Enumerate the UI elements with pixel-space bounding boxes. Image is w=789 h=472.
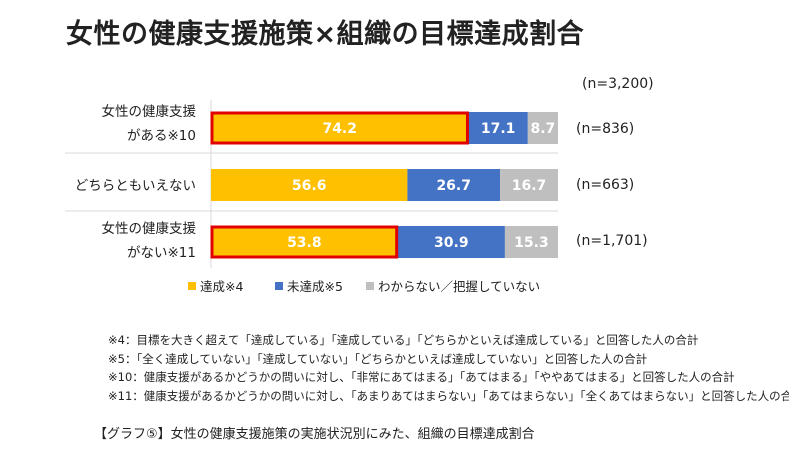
legend-swatch-unknown bbox=[366, 281, 374, 290]
highlight-outline-row-1 bbox=[210, 111, 469, 145]
legend-label-achieved: 達成※4 bbox=[200, 279, 244, 294]
bar-achieved-row-3 bbox=[211, 226, 398, 258]
data-label-achieved-row-3: 53.8 bbox=[287, 235, 322, 251]
bar-unknown-row-2 bbox=[500, 169, 558, 201]
row-label-line: 女性の健康支援 bbox=[101, 221, 197, 237]
data-label-not-achieved-row-2: 26.7 bbox=[436, 178, 471, 194]
legend-item-achieved: 達成※4 bbox=[188, 276, 243, 295]
row-label-line: 女性の健康支援 bbox=[101, 104, 197, 120]
footnote: ※5：「全く達成していない」「達成していない」「どちらかといえば達成していない」… bbox=[108, 351, 648, 366]
row-label-line: どちらともいえない bbox=[74, 178, 196, 194]
row-label-neutral: どちらともいえない bbox=[56, 174, 196, 198]
legend-label-not-achieved: 未達成※5 bbox=[287, 279, 343, 294]
figure-caption: 【グラフ⑤】女性の健康支援施策の実施状況別にみた、組織の目標達成割合 bbox=[94, 427, 535, 442]
data-label-unknown-row-1: 8.7 bbox=[530, 121, 555, 137]
data-label-not-achieved-row-1: 17.1 bbox=[481, 121, 516, 137]
bar-achieved-row-1 bbox=[211, 112, 469, 144]
data-label-achieved-row-1: 74.2 bbox=[322, 121, 357, 137]
legend-label-unknown: わからない／把握していない bbox=[378, 279, 541, 294]
footnote: ※4：目標を大きく超えて「達成している」「達成している」「どちらかといえば達成し… bbox=[108, 333, 699, 347]
n-label-neutral: (n=663) bbox=[576, 177, 635, 193]
row-label-without-support: 女性の健康支援 がない※11 bbox=[56, 217, 197, 265]
row-label-line: がある※10 bbox=[127, 128, 196, 144]
legend-swatch-achieved bbox=[188, 281, 196, 290]
highlight-outline-row-3 bbox=[210, 225, 399, 259]
legend-item-unknown: わからない／把握していない bbox=[366, 276, 540, 295]
chart-title: 女性の健康支援施策×組織の目標達成割合 bbox=[66, 19, 585, 50]
legend-item-not-achieved: 未達成※5 bbox=[275, 276, 343, 295]
n-label-with-support: (n=836) bbox=[576, 121, 635, 137]
footnote: ※10：健康支援があるかどうかの問いに対し、「非常にあてはまる」「あてはまる」「… bbox=[108, 370, 735, 384]
footnote: ※11：健康支援があるかどうかの問いに対し、「あまりあてはまらない」「あてはまら… bbox=[108, 388, 789, 403]
row-label-with-support: 女性の健康支援 がある※10 bbox=[56, 100, 197, 148]
legend-swatch-not-achieved bbox=[275, 281, 283, 290]
n-label-without-support: (n=1,701) bbox=[576, 233, 648, 249]
data-label-achieved-row-2: 56.6 bbox=[292, 178, 327, 194]
footnotes: ※4：目標を大きく超えて「達成している」「達成している」「どちらかといえば達成し… bbox=[108, 331, 789, 405]
row-label-line: がない※11 bbox=[127, 245, 196, 261]
n-total-label: (n=3,200) bbox=[582, 76, 654, 92]
bar-unknown-row-3 bbox=[504, 226, 558, 258]
data-label-unknown-row-2: 16.7 bbox=[512, 178, 547, 194]
bar-achieved-row-2 bbox=[211, 169, 408, 201]
data-label-unknown-row-3: 15.3 bbox=[514, 235, 549, 251]
bar-not-achieved-row-2 bbox=[407, 169, 501, 201]
bar-unknown-row-1 bbox=[527, 112, 558, 144]
data-label-not-achieved-row-3: 30.9 bbox=[434, 235, 469, 251]
bar-not-achieved-row-1 bbox=[468, 112, 528, 144]
bar-not-achieved-row-3 bbox=[397, 226, 505, 258]
